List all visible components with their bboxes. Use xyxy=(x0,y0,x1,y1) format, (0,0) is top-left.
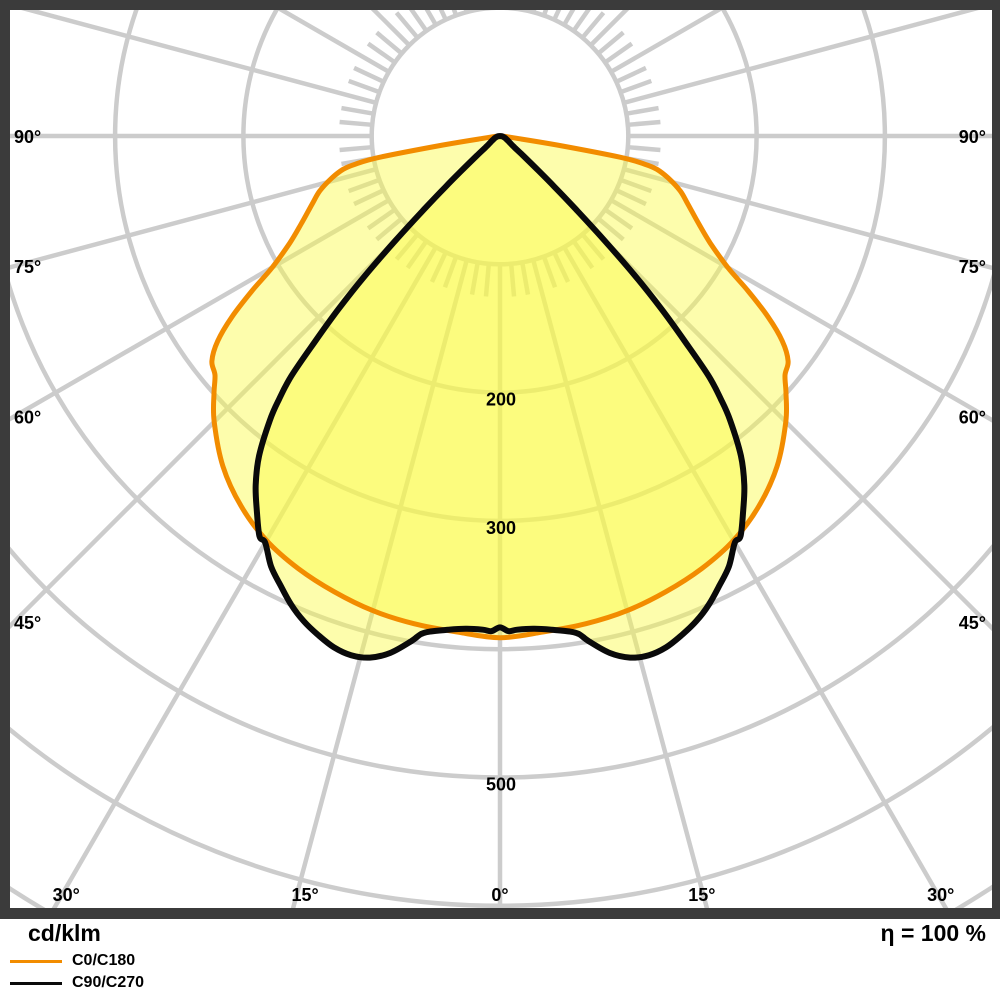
grid-ray xyxy=(277,10,391,74)
angle-label-right-60: 60° xyxy=(959,408,986,428)
grid-ray xyxy=(589,225,992,632)
grid-fine-tick xyxy=(409,10,429,33)
grid-fine-tick xyxy=(571,239,595,270)
grid-fine-tick xyxy=(442,255,459,289)
grid-fine-tick xyxy=(341,105,375,116)
grid-fine-tick xyxy=(541,255,558,289)
legend-item-c90-c270: C90/C270 xyxy=(10,975,144,991)
grid-fine-tick xyxy=(405,239,429,270)
grid-fine-tick xyxy=(451,10,459,17)
grid-fine-tick xyxy=(429,251,448,283)
grid-fine-tick xyxy=(353,65,385,84)
grid-fine-tick xyxy=(625,105,659,116)
grid-fine-tick xyxy=(508,263,517,297)
grid-fine-tick xyxy=(603,41,634,65)
grid-fine-tick xyxy=(375,216,404,242)
angle-label-left-60: 60° xyxy=(14,408,41,428)
grid-fine-tick xyxy=(366,207,397,231)
grid-fine-tick xyxy=(394,232,420,261)
label-layer: 200 300 500 90° 75° 60° 45° 90° 75° 60° 45° 30° 15° 0… xyxy=(14,127,986,905)
legend-label-c90-c270: C90/C270 xyxy=(72,974,145,991)
grid-fine-tick xyxy=(627,144,661,153)
angle-label-left-90: 90° xyxy=(14,127,41,147)
grid-ray xyxy=(10,225,411,630)
grid-fine-tick xyxy=(347,78,381,95)
angle-label-right-45: 45° xyxy=(959,613,986,633)
angle-label-left-75: 75° xyxy=(14,257,41,277)
grid-fine-tick xyxy=(627,119,661,128)
grid-fine-tick xyxy=(580,11,606,40)
curve-fill-c0-c180 xyxy=(211,136,789,638)
grid-fine-tick xyxy=(619,78,653,95)
grid-fine-tick xyxy=(619,177,653,194)
grid-fine-tick xyxy=(603,207,634,231)
grid-fine-tick xyxy=(339,144,373,153)
curve-fill-c90-c270 xyxy=(255,136,745,658)
angle-label-bottom-2: 15° xyxy=(292,885,319,905)
efficiency-label: η = 100 % xyxy=(880,920,986,946)
grid-ray xyxy=(10,198,391,422)
angle-label-bottom-4: 15° xyxy=(688,885,715,905)
grid-fine-tick xyxy=(375,30,404,56)
grid-fine-tick xyxy=(596,30,625,56)
grid-fine-tick xyxy=(394,11,420,40)
grid-fine-tick xyxy=(580,232,606,261)
grid-fine-tick xyxy=(469,261,480,295)
grid-ray xyxy=(51,245,438,908)
grid-fine-tick xyxy=(552,251,571,283)
frame-top xyxy=(0,0,1000,10)
legend-item-c0-c180: C0/C180 xyxy=(10,953,135,969)
curve-c90-c270 xyxy=(252,133,748,661)
angle-label-right-75: 75° xyxy=(959,257,986,277)
grid-ray xyxy=(21,10,377,105)
angle-label-bottom-3: 0° xyxy=(491,885,508,905)
angle-label-left-45: 45° xyxy=(14,613,41,633)
grid-ray xyxy=(531,259,710,908)
frame-layer xyxy=(0,0,1000,919)
radial-label-200: 200 xyxy=(486,390,516,410)
grid-fine-tick xyxy=(552,10,562,21)
radial-label-500: 500 xyxy=(486,775,516,795)
fill-layer xyxy=(211,136,789,658)
units-label: cd/klm xyxy=(28,920,101,946)
grid-ray xyxy=(623,167,992,271)
grid-fine-tick xyxy=(353,188,385,207)
grid-ray xyxy=(290,259,469,908)
grid-fine-tick xyxy=(596,216,625,242)
radial-label-300: 300 xyxy=(486,518,516,538)
grid-ray xyxy=(609,198,992,423)
grid-ray xyxy=(623,10,979,105)
grid-ray xyxy=(562,245,949,908)
grid-fine-tick xyxy=(366,41,397,65)
frame-bottom xyxy=(0,908,1000,919)
grid-fine-tick xyxy=(339,119,373,128)
angle-label-right-90: 90° xyxy=(959,127,986,147)
grid-fine-tick xyxy=(615,188,647,207)
curve-layer xyxy=(209,133,791,661)
legend-swatch-c90-c270 xyxy=(10,981,62,985)
curve-c0-c180 xyxy=(209,133,791,641)
grid-fine-tick xyxy=(615,65,647,84)
frame-right xyxy=(992,0,1000,919)
frame-left xyxy=(0,0,10,919)
legend-label-c0-c180: C0/C180 xyxy=(72,952,136,969)
grid-ray xyxy=(10,167,377,270)
legend-swatch-c0-c180 xyxy=(10,959,62,963)
grid-fine-tick xyxy=(520,261,531,295)
grid-ray xyxy=(609,10,723,74)
angle-label-bottom-1: 30° xyxy=(53,885,80,905)
grid-fine-tick xyxy=(483,263,492,297)
grid-fine-tick xyxy=(541,10,549,17)
grid-fine-tick xyxy=(347,177,381,194)
angle-label-bottom-5: 30° xyxy=(927,885,954,905)
grid-fine-tick xyxy=(571,10,591,33)
grid-fine-tick xyxy=(438,10,448,21)
